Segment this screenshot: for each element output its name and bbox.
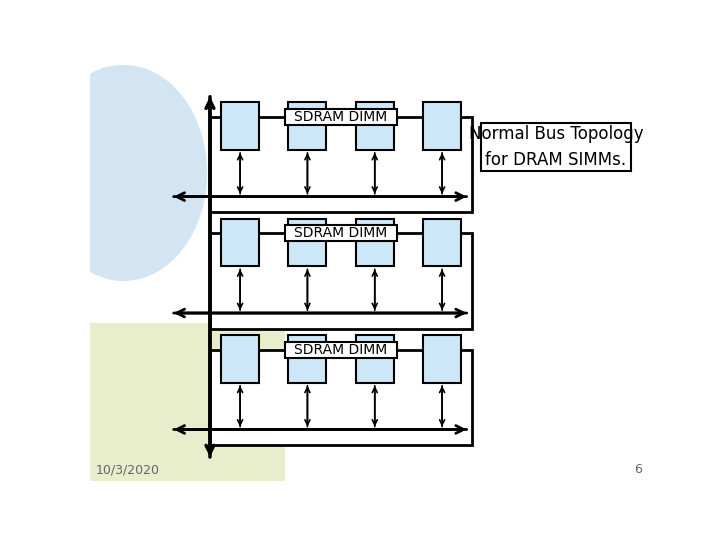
- Bar: [90, 322, 285, 481]
- Bar: [423, 219, 461, 266]
- Bar: [356, 219, 394, 266]
- Bar: [221, 219, 259, 266]
- Bar: [285, 342, 397, 357]
- Text: SDRAM DIMM: SDRAM DIMM: [294, 110, 388, 124]
- Bar: [289, 219, 326, 266]
- Text: SDRAM DIMM: SDRAM DIMM: [294, 226, 388, 240]
- Ellipse shape: [40, 65, 207, 281]
- Text: 10/3/2020: 10/3/2020: [96, 463, 160, 476]
- Text: SDRAM DIMM: SDRAM DIMM: [294, 342, 388, 356]
- Bar: [481, 123, 631, 171]
- Bar: [221, 102, 259, 150]
- Bar: [356, 102, 394, 150]
- Bar: [285, 109, 397, 125]
- Bar: [210, 233, 472, 329]
- Text: Normal Bus Topology
for DRAM SIMMs.: Normal Bus Topology for DRAM SIMMs.: [469, 125, 643, 169]
- Text: 6: 6: [634, 463, 642, 476]
- Bar: [285, 225, 397, 241]
- Bar: [289, 102, 326, 150]
- Bar: [210, 349, 472, 445]
- Bar: [423, 102, 461, 150]
- Bar: [221, 335, 259, 383]
- Bar: [423, 335, 461, 383]
- Bar: [289, 335, 326, 383]
- Bar: [356, 335, 394, 383]
- Bar: [210, 117, 472, 212]
